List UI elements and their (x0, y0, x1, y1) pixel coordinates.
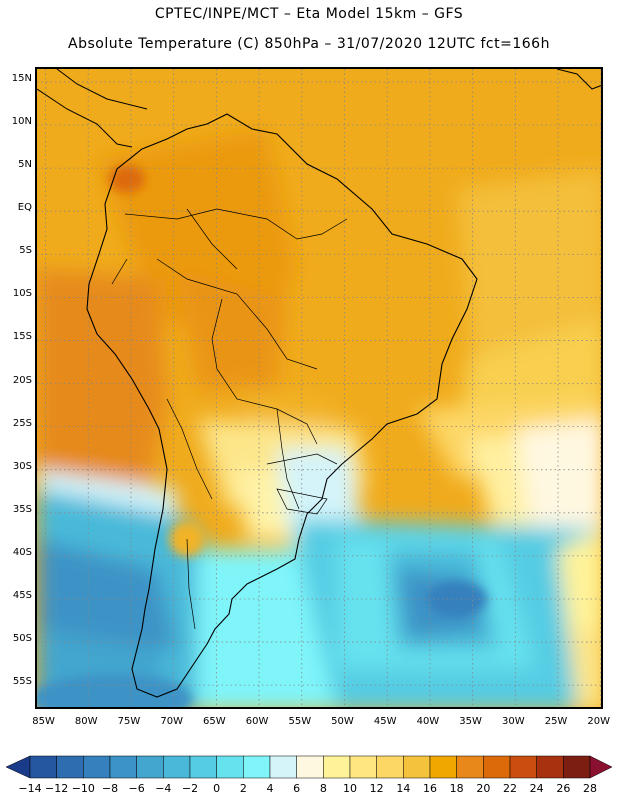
latitude-label: 40S (12, 546, 32, 558)
latitude-label: 5N (18, 159, 32, 171)
colorbar-segment (109, 755, 137, 779)
colorbar-segment (563, 755, 591, 779)
colorbar-label: −8 (101, 782, 119, 795)
colorbar-segment (189, 755, 217, 779)
colorbar-label: 22 (503, 782, 517, 795)
colorbar-label: −6 (128, 782, 145, 795)
longitude-label: 40W (416, 716, 440, 727)
colorbar-label: 6 (293, 782, 301, 795)
latitude-label: 45S (12, 589, 32, 601)
temperature-field (37, 69, 601, 707)
latitude-label: 25S (12, 417, 32, 429)
colorbar-label: 26 (556, 782, 571, 795)
colorbar-label: 24 (529, 782, 544, 795)
colorbar-label: 2 (239, 782, 247, 795)
colorbar-label: 8 (319, 782, 327, 795)
longitude-label: 85W (32, 716, 55, 727)
colorbar-segment (243, 755, 271, 779)
latitude-label: 15N (11, 72, 32, 84)
longitude-label: 65W (203, 716, 226, 727)
longitude-label: 80W (74, 716, 98, 727)
coastline-south-america (86, 113, 478, 698)
latitude-label: 50S (12, 633, 32, 645)
colorbar-label: −4 (155, 782, 172, 795)
longitude-label: 50W (331, 716, 354, 727)
coastline-central-america (37, 69, 148, 148)
coastline-africa (556, 69, 601, 90)
longitude-label: 55W (288, 716, 312, 727)
longitude-label: 25W (544, 716, 568, 727)
colorbar-segment (483, 755, 511, 779)
colorbar-segment (349, 755, 377, 779)
longitude-label: 30W (502, 716, 525, 727)
latitude-label: 35S (12, 503, 32, 515)
latitude-label: 20S (12, 374, 32, 386)
colorbar-segment (83, 755, 111, 779)
colorbar-segment (216, 755, 244, 779)
colorbar-label: 18 (449, 782, 464, 795)
longitude-label: 70W (160, 716, 183, 727)
colorbar-segment (296, 755, 324, 779)
latitude-label: 15S (12, 331, 32, 343)
longitude-label: 75W (117, 716, 141, 727)
longitude-label: 60W (245, 716, 269, 727)
longitude-label: 20W (587, 716, 611, 727)
colorbar-label: −14 (18, 782, 42, 795)
latitude-label: EQ (17, 202, 32, 214)
lat-lon-grid (37, 69, 601, 707)
colorbar-label: 12 (369, 782, 384, 795)
longitude-label: 45W (373, 716, 397, 727)
colorbar-label: −2 (181, 782, 199, 795)
title-line-2: Absolute Temperature (C) 850hPa – 31/07/… (68, 36, 550, 52)
title-line-1: CPTEC/INPE/MCT – Eta Model 15km – GFS (154, 6, 464, 22)
colorbar-label: 28 (583, 782, 597, 795)
colorbar-label: 4 (266, 782, 274, 795)
colorbar-segment (29, 755, 57, 779)
colorbar-segment (136, 755, 164, 779)
longitude-label: 35W (459, 716, 482, 727)
colorbar (5, 755, 613, 779)
colorbar-label: 10 (343, 782, 357, 795)
colorbar-segment (269, 755, 297, 779)
latitude-label: 5S (19, 245, 32, 257)
country-borders (111, 208, 348, 630)
colorbar-arrow-low (5, 755, 31, 779)
colorbar-label: 14 (396, 782, 411, 795)
colorbar-segment (376, 755, 404, 779)
colorbar-label: 0 (213, 782, 221, 795)
latitude-label: 10N (11, 116, 32, 127)
colorbar-segment (56, 755, 84, 779)
colorbar-label: 20 (476, 782, 491, 795)
latitude-label: 30S (12, 460, 32, 472)
colorbar-segment (323, 755, 351, 779)
colorbar-segment (509, 755, 537, 779)
latitude-label: 55S (12, 676, 32, 688)
colorbar-segment (456, 755, 484, 779)
latitude-label: 10S (12, 288, 32, 300)
colorbar-label: −12 (45, 782, 69, 795)
colorbar-label: 16 (423, 782, 437, 795)
map-canvas (37, 69, 601, 707)
colorbar-segment (429, 755, 457, 779)
colorbar-segment (163, 755, 191, 779)
colorbar-segment (536, 755, 564, 779)
colorbar-label: −10 (71, 782, 95, 795)
colorbar-segment (403, 755, 431, 779)
colorbar-arrow-high (589, 755, 613, 779)
temperature-map (35, 67, 603, 709)
